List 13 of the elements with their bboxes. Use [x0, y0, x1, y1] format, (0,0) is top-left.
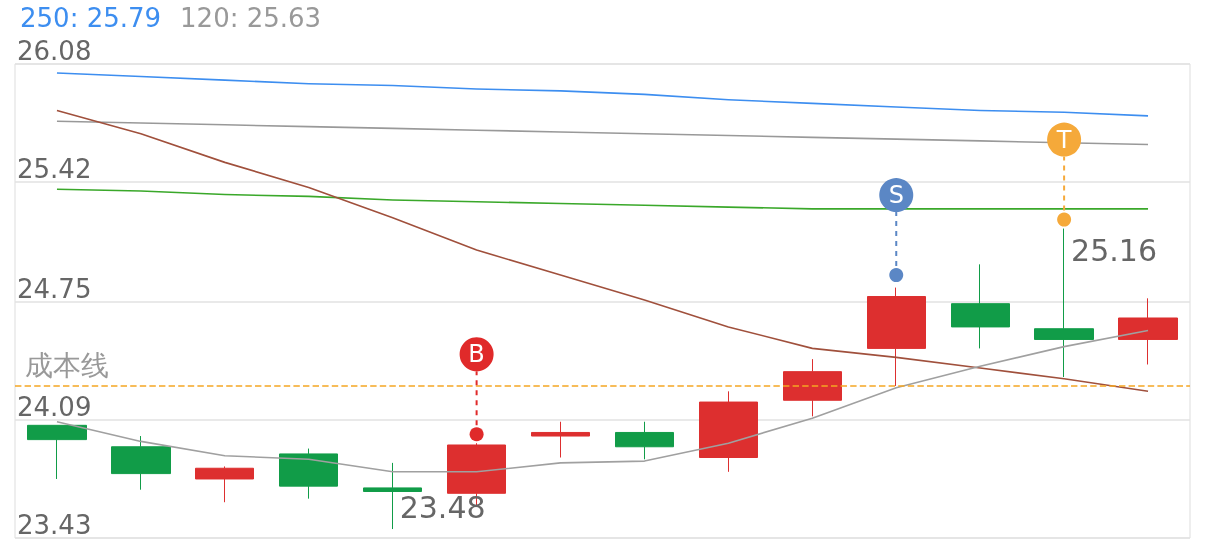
text: S	[888, 181, 904, 210]
text: B	[468, 340, 485, 369]
y-tick-label: 24.09	[17, 391, 92, 422]
text: 120: 25.63	[180, 3, 322, 33]
annotation: 25.16	[1071, 233, 1157, 269]
text: T	[1055, 125, 1072, 154]
y-tick-label: 26.08	[17, 36, 92, 66]
y-tick-label: 24.75	[17, 273, 92, 304]
y-tick-label: 25.42	[17, 154, 92, 185]
series-label: 250: 25.79	[20, 3, 162, 33]
ref-line-label: 成本线	[25, 349, 109, 383]
y-tick-label: 23.43	[17, 510, 92, 540]
annotation: 23.48	[399, 489, 486, 525]
